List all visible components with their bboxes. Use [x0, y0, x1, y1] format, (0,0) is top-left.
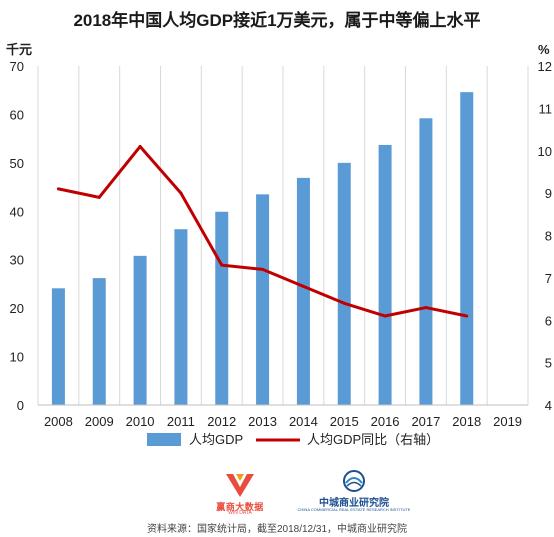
bar [215, 211, 229, 405]
logos: 赢商大数据 WIN DATA 中城商业研究院 CHINA COMMERCIAL … [210, 470, 410, 516]
y-tick-right: 12 [538, 59, 552, 74]
bar-series [51, 92, 474, 405]
bar [92, 278, 106, 405]
line-point [383, 314, 387, 318]
x-tick-label: 2014 [289, 414, 318, 429]
line-point [56, 187, 60, 191]
y-tick-right: 7 [545, 271, 552, 286]
x-tick-label: 2013 [248, 414, 277, 429]
y-tick-right: 6 [545, 313, 552, 328]
bar [133, 255, 147, 405]
bar [296, 177, 310, 405]
line-point [301, 284, 305, 288]
research-institute-logo-icon [343, 470, 365, 492]
y-tick-right: 5 [545, 356, 552, 371]
bar [337, 162, 351, 405]
research-institute-logo-subtext: CHINA COMMERCIAL REAL ESTATE RESEARCH IN… [297, 507, 411, 512]
line-point [220, 263, 224, 267]
y-tick-left: 10 [10, 350, 24, 365]
bar [419, 118, 433, 405]
bar [256, 194, 270, 405]
win-data-logo-text: 赢商大数据 [216, 502, 264, 512]
research-institute-logo: 中城商业研究院 CHINA COMMERCIAL REAL ESTATE RES… [294, 470, 414, 516]
y-tick-right: 4 [545, 398, 552, 413]
x-tick-label: 2011 [167, 414, 195, 429]
line-series [56, 145, 469, 318]
axes: 0 10 20 30 40 50 60 70 4 5 6 7 8 9 10 11 12 2008 2009 2010 2… [10, 59, 552, 429]
x-tick-label: 2012 [207, 414, 236, 429]
legend: 人均GDP 人均GDP同比（右轴） [147, 432, 439, 447]
grid-lines [37, 66, 529, 405]
win-data-logo: 赢商大数据 WIN DATA [210, 470, 270, 516]
line-point [138, 145, 142, 149]
bar [460, 92, 474, 405]
bar [174, 229, 188, 405]
win-data-logo-icon [226, 474, 254, 497]
x-tick-label: 2018 [452, 414, 481, 429]
x-tick-label: 2019 [493, 414, 522, 429]
y-tick-left: 20 [10, 301, 24, 316]
source-note: 资料来源：国家统计局，截至2018/12/31，中城商业研究院 [146, 524, 408, 535]
x-tick-label: 2016 [371, 414, 400, 429]
research-institute-logo-text: 中城商业研究院 [319, 498, 389, 509]
y-tick-left: 30 [10, 253, 24, 268]
y-tick-right: 9 [545, 186, 552, 201]
y-tick-right: 8 [545, 229, 552, 244]
bar [51, 288, 65, 405]
line-point [179, 191, 183, 195]
line-point [424, 306, 428, 310]
line-point [465, 314, 469, 318]
y-tick-right: 11 [539, 101, 553, 116]
win-data-logo-subtext: WIN DATA [228, 510, 252, 516]
y-tick-left: 40 [10, 204, 24, 219]
x-tick-label: 2009 [85, 414, 114, 429]
y-tick-left: 50 [10, 156, 24, 171]
x-tick-label: 2010 [126, 414, 155, 429]
y-tick-left: 70 [10, 59, 24, 74]
y-tick-left: 60 [10, 107, 24, 122]
bar [378, 144, 392, 405]
chart-title: 2018年中国人均GDP接近1万美元，属于中等偏上水平 [73, 11, 481, 30]
y-tick-left: 0 [17, 398, 24, 413]
y-tick-right: 10 [538, 144, 552, 159]
line-point [261, 267, 265, 271]
line-point [342, 301, 346, 305]
x-tick-label: 2008 [44, 414, 73, 429]
y-axis-right-label: % [538, 42, 550, 57]
legend-line-label: 人均GDP同比（右轴） [307, 432, 439, 447]
legend-bar-swatch [147, 433, 181, 446]
x-tick-label: 2015 [330, 414, 359, 429]
chart: 0 10 20 30 40 50 60 70 4 5 6 7 8 9 10 11 12 2008 2009 2010 2… [6, 42, 552, 447]
x-tick-label: 2017 [411, 414, 440, 429]
legend-bar-label: 人均GDP [189, 432, 243, 447]
y-axis-left-label: 千元 [6, 42, 32, 57]
line-point [97, 195, 101, 199]
